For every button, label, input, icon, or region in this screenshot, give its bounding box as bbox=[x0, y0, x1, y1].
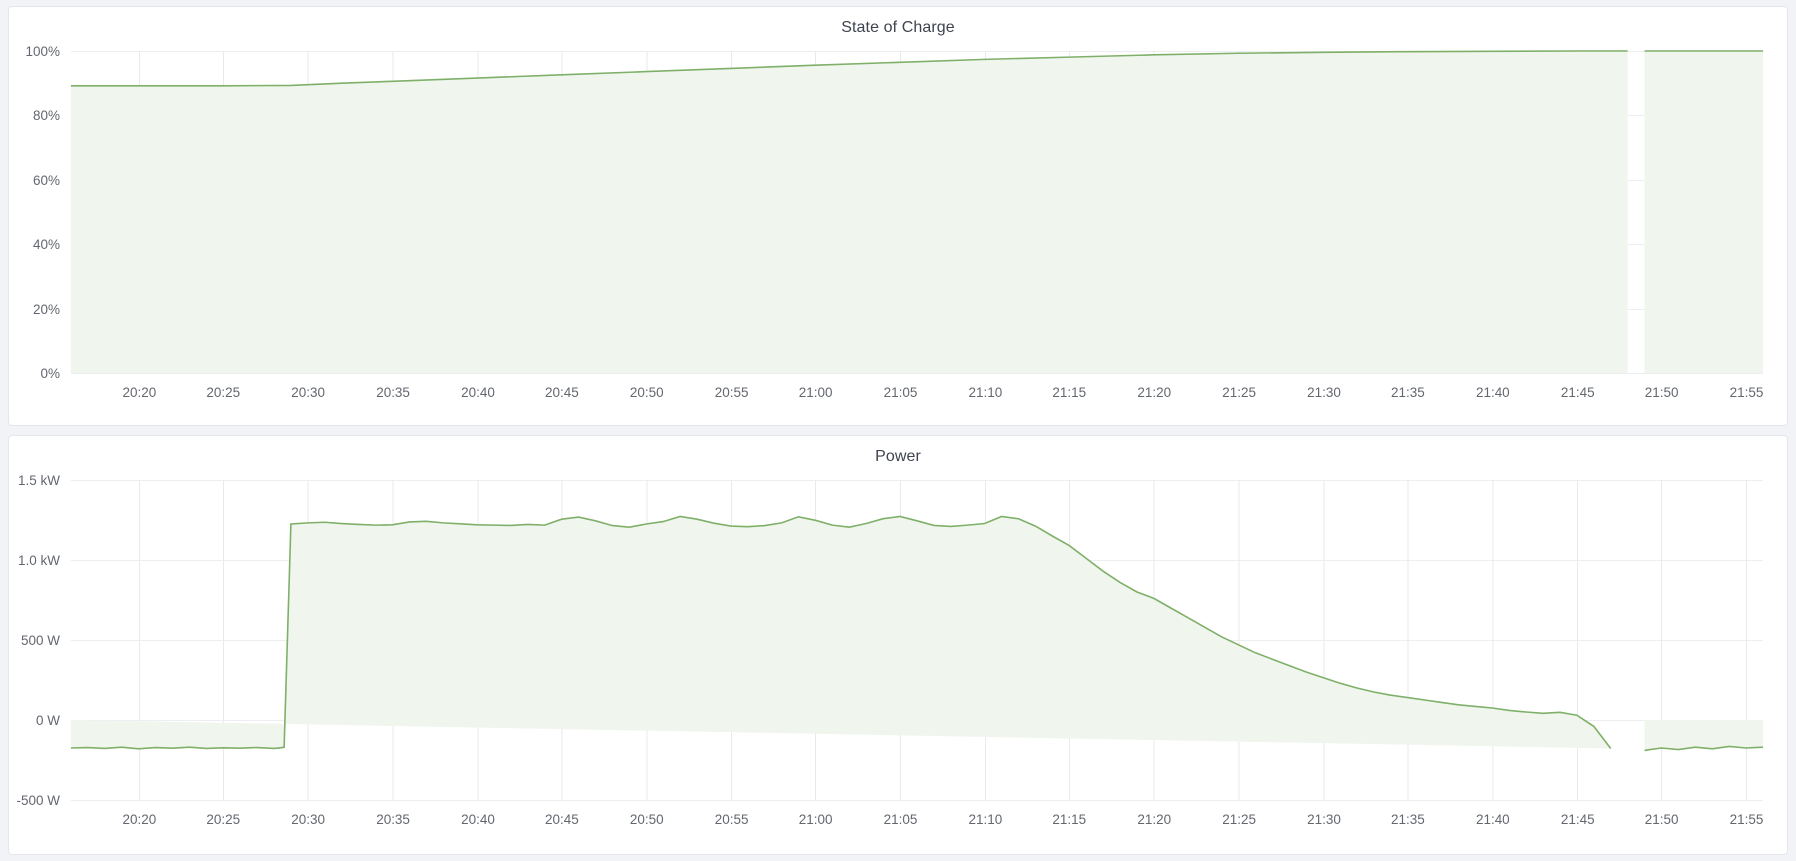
x-axis-tick-label: 21:30 bbox=[1307, 812, 1341, 827]
x-axis-tick-label: 20:30 bbox=[291, 812, 325, 827]
y-axis-tick-label: 20% bbox=[33, 302, 60, 317]
power-plot[interactable]: -500 W 0 W 500 W 1.0 kW 1.5 kW 20:20 20:25 20:3… bbox=[9, 466, 1787, 844]
state-of-charge-plot[interactable]: 0% 20% 40% 60% 80% 100% 20:20 20:25 20:30 20:35 20… bbox=[9, 37, 1787, 417]
series-area bbox=[1644, 51, 1764, 373]
x-axis-tick-label: 21:55 bbox=[1730, 812, 1764, 827]
chart-power[interactable]: -500 W 0 W 500 W 1.0 kW 1.5 kW 20:20 20:25 20:3… bbox=[9, 466, 1787, 844]
panel-state-of-charge: State of Charge 0% 20% 40% 60% 80% 100% 20:20 2… bbox=[8, 6, 1788, 426]
x-axis-tick-label: 21:00 bbox=[799, 812, 833, 827]
y-axis-tick-label: 1.0 kW bbox=[18, 553, 60, 568]
x-axis-tick-label: 21:10 bbox=[969, 385, 1003, 400]
x-axis-tick-label: 20:50 bbox=[630, 385, 664, 400]
x-axis-tick-label: 21:15 bbox=[1052, 385, 1086, 400]
x-axis-tick-label: 21:55 bbox=[1730, 385, 1764, 400]
x-axis-tick-label: 21:00 bbox=[799, 385, 833, 400]
y-axis-tick-label: 40% bbox=[33, 237, 60, 252]
y-axis-tick-label: 0 W bbox=[36, 713, 60, 728]
x-axis-tick-label: 20:25 bbox=[206, 812, 240, 827]
y-axis-tick-label: 60% bbox=[33, 173, 60, 188]
series-area bbox=[70, 51, 1628, 373]
y-axis-tick-label: 500 W bbox=[21, 633, 60, 648]
y-axis-tick-label: 100% bbox=[25, 44, 59, 59]
x-axis-tick-label: 20:45 bbox=[545, 385, 579, 400]
x-axis-tick-label: 21:35 bbox=[1391, 385, 1425, 400]
x-axis-tick-label: 20:25 bbox=[206, 385, 240, 400]
y-axis-tick-label: 80% bbox=[33, 108, 60, 123]
x-axis-tick-label: 21:50 bbox=[1645, 385, 1679, 400]
x-axis-tick-label: 20:55 bbox=[715, 812, 749, 827]
x-axis-tick-label: 21:35 bbox=[1391, 812, 1425, 827]
x-axis-tick-label: 21:45 bbox=[1561, 812, 1595, 827]
x-axis-tick-label: 21:25 bbox=[1222, 812, 1256, 827]
x-axis-tick-label: 21:45 bbox=[1561, 385, 1595, 400]
x-axis-tick-label: 21:40 bbox=[1476, 385, 1510, 400]
series-line bbox=[70, 50, 1628, 87]
series-area bbox=[1644, 720, 1764, 751]
y-axis-tick-label: 1.5 kW bbox=[18, 473, 60, 488]
x-axis-tick-label: 21:40 bbox=[1476, 812, 1510, 827]
x-axis-tick-label: 21:30 bbox=[1307, 385, 1341, 400]
x-axis-tick-label: 21:15 bbox=[1052, 812, 1086, 827]
x-axis-tick-label: 20:55 bbox=[715, 385, 749, 400]
x-axis-tick-label: 20:20 bbox=[122, 385, 156, 400]
x-axis-tick-label: 20:40 bbox=[461, 812, 495, 827]
x-axis-tick-label: 20:40 bbox=[461, 385, 495, 400]
panel-title-power: Power bbox=[875, 448, 921, 465]
panel-title-state-of-charge: State of Charge bbox=[841, 19, 955, 36]
x-axis-tick-label: 21:25 bbox=[1222, 385, 1256, 400]
y-axis-tick-label: -500 W bbox=[16, 793, 60, 808]
x-axis-tick-label: 20:30 bbox=[291, 385, 325, 400]
x-axis-tick-label: 21:50 bbox=[1645, 812, 1679, 827]
series-line bbox=[70, 515, 1612, 750]
x-axis-tick-label: 21:20 bbox=[1137, 812, 1171, 827]
x-axis-tick-label: 21:05 bbox=[884, 812, 918, 827]
x-axis-tick-label: 20:45 bbox=[545, 812, 579, 827]
x-axis-tick-label: 20:20 bbox=[122, 812, 156, 827]
x-axis-tick-label: 21:05 bbox=[884, 385, 918, 400]
x-axis-tick-label: 20:50 bbox=[630, 812, 664, 827]
series-area bbox=[70, 516, 1611, 749]
series-line bbox=[1644, 745, 1764, 752]
y-axis-tick-label: 0% bbox=[40, 366, 59, 381]
x-axis-tick-label: 21:10 bbox=[969, 812, 1003, 827]
panel-power: Power -500 W 0 W 500 W 1.0 kW 1.5 kW 20:20 20:… bbox=[8, 435, 1788, 855]
x-axis-tick-label: 20:35 bbox=[376, 385, 410, 400]
x-axis-tick-label: 20:35 bbox=[376, 812, 410, 827]
chart-state-of-charge[interactable]: 0% 20% 40% 60% 80% 100% 20:20 20:25 20:30 20:35 20… bbox=[9, 37, 1787, 417]
x-axis-tick-label: 21:20 bbox=[1137, 385, 1171, 400]
